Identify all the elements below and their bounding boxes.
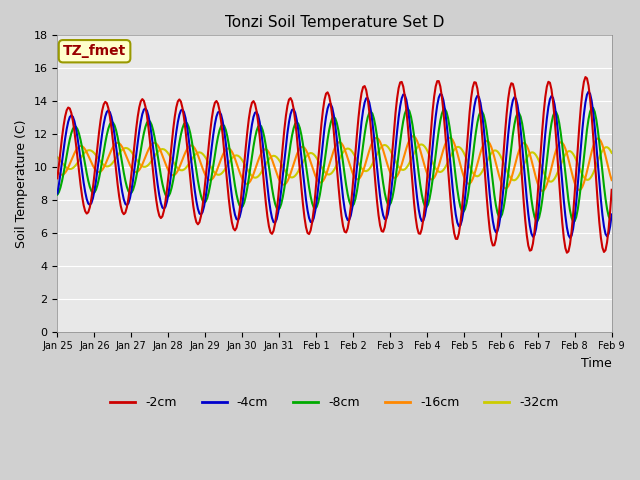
Text: TZ_fmet: TZ_fmet <box>63 44 126 58</box>
Legend: -2cm, -4cm, -8cm, -16cm, -32cm: -2cm, -4cm, -8cm, -16cm, -32cm <box>106 391 564 414</box>
Y-axis label: Soil Temperature (C): Soil Temperature (C) <box>15 119 28 248</box>
X-axis label: Time: Time <box>581 357 612 370</box>
Title: Tonzi Soil Temperature Set D: Tonzi Soil Temperature Set D <box>225 15 444 30</box>
